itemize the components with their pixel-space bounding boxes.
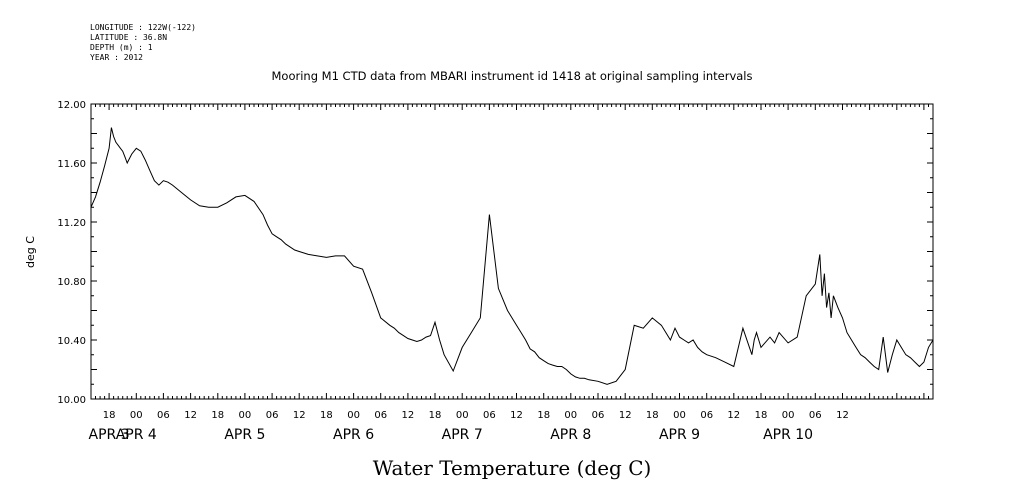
x-hour-label: 06	[374, 410, 387, 421]
x-hour-label: 06	[483, 410, 496, 421]
x-hour-label: 12	[836, 410, 849, 421]
x-hour-label: 00	[239, 410, 252, 421]
x-hour-label: 00	[130, 410, 143, 421]
x-hour-label: 06	[809, 410, 822, 421]
x-hour-label: 18	[537, 410, 550, 421]
x-hour-label: 06	[700, 410, 713, 421]
x-hour-label: 18	[211, 410, 224, 421]
y-axis-label: deg C	[24, 236, 37, 268]
x-day-label: APR 5	[224, 427, 265, 443]
x-day-label: APR 4	[116, 427, 157, 443]
x-hour-labels: 18 00 06 12 18 00 06 12 18 00 06 12 18 00 06 12 18 00 06 12…	[103, 410, 849, 421]
tick-marks	[90, 103, 934, 400]
x-hour-label: 06	[592, 410, 605, 421]
x-hour-label: 00	[347, 410, 360, 421]
x-hour-label: 06	[266, 410, 279, 421]
x-hour-label: 06	[157, 410, 170, 421]
x-hour-label: 00	[564, 410, 577, 421]
x-hour-label: 18	[103, 410, 116, 421]
series-line	[90, 127, 934, 385]
x-hour-label: 12	[727, 410, 740, 421]
x-hour-label: 12	[293, 410, 306, 421]
x-hour-label: 00	[673, 410, 686, 421]
chart-title: Mooring M1 CTD data from MBARI instrumen…	[272, 69, 753, 83]
x-hour-label: 18	[320, 410, 333, 421]
x-hour-label: 18	[429, 410, 442, 421]
axis-ticks	[90, 103, 934, 400]
x-day-label: APR 10	[763, 427, 813, 443]
latitude-text: LATITUDE : 36.8N	[90, 33, 167, 42]
x-day-label: APR 9	[659, 427, 700, 443]
x-hour-label: 12	[184, 410, 197, 421]
x-hour-label: 18	[646, 410, 659, 421]
y-tick-label: 11.20	[57, 218, 86, 229]
x-axis-label: Water Temperature (deg C)	[373, 456, 652, 480]
x-day-label: APR 8	[550, 427, 591, 443]
x-day-label: APR 6	[333, 427, 374, 443]
y-tick-labels: 10.00 10.40 10.80 11.20 11.60 12.00	[57, 100, 86, 406]
y-tick-label: 10.80	[57, 277, 86, 288]
x-day-label: APR 7	[442, 427, 483, 443]
x-hour-label: 00	[456, 410, 469, 421]
x-hour-label: 12	[619, 410, 632, 421]
x-day-label: APR 3	[89, 427, 130, 443]
longitude-text: LONGITUDE : 122W(-122)	[90, 23, 196, 32]
metadata-block: LONGITUDE : 122W(-122) LATITUDE : 36.8N …	[90, 23, 196, 62]
x-hour-label: 18	[755, 410, 768, 421]
y-tick-label: 11.60	[57, 159, 86, 170]
y-tick-label: 12.00	[57, 100, 86, 111]
depth-text: DEPTH (m) : 1	[90, 43, 153, 52]
y-tick-label: 10.00	[57, 395, 86, 406]
plot-frame	[90, 103, 934, 400]
y-tick-label: 10.40	[57, 336, 86, 347]
x-hour-label: 00	[782, 410, 795, 421]
x-hour-label: 12	[510, 410, 523, 421]
x-hour-label: 12	[402, 410, 415, 421]
year-text: YEAR : 2012	[90, 53, 143, 62]
